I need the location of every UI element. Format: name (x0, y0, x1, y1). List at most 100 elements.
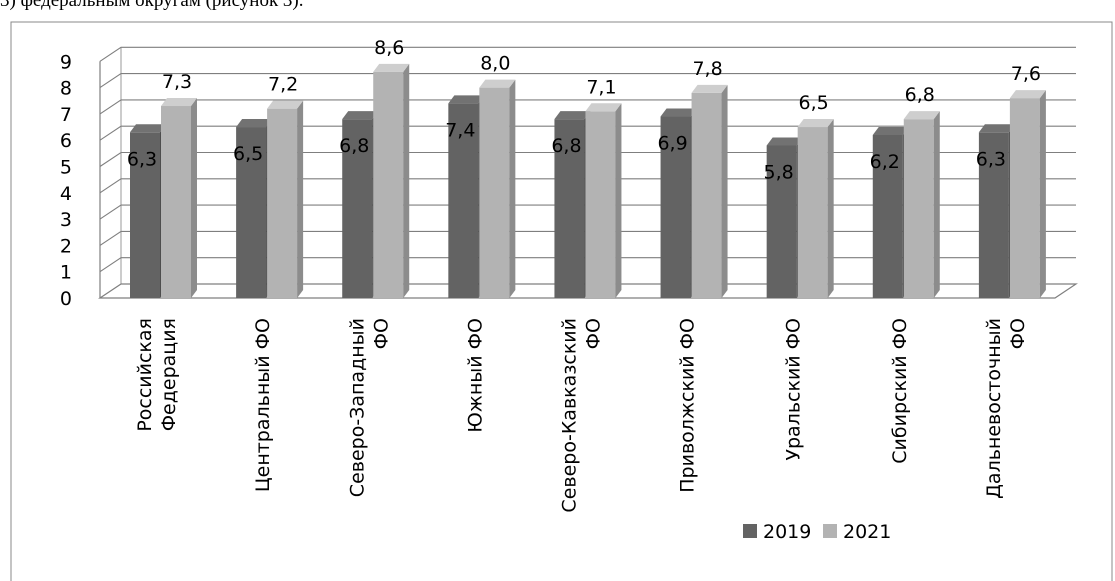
y-tick-label: 6 (60, 130, 72, 152)
bar-2019-front (342, 119, 373, 298)
gridline (99, 151, 1076, 167)
data-label: 7,3 (162, 71, 192, 93)
x-category-label: Южный ФО (464, 318, 486, 433)
data-label: 6,5 (233, 143, 263, 165)
bar-2021-front (161, 106, 191, 298)
legend-swatch-2021 (823, 524, 837, 538)
bar-2021-front (373, 71, 404, 298)
gridline (99, 125, 1076, 141)
bar-2019-top (978, 124, 1015, 133)
bar-2021-side (191, 98, 197, 298)
bar-2019-top (872, 126, 909, 135)
bar-2021 (585, 103, 622, 299)
data-label: 6,8 (551, 135, 581, 157)
bar-2021 (691, 84, 728, 298)
legend-swatch-2019 (743, 524, 757, 538)
bar-2021-side (827, 119, 834, 298)
gridline (99, 204, 1076, 220)
x-category-label: Центральный ФО (252, 318, 274, 492)
x-category-label: Северо-Кавказский (559, 318, 581, 513)
gridline (99, 257, 1076, 273)
bar-2019-top (660, 108, 697, 117)
legend-label-2021: 2021 (843, 521, 891, 543)
gridline (99, 230, 1076, 246)
bar-2021 (161, 98, 197, 298)
data-label: 7,6 (1011, 63, 1041, 85)
x-category-label: ФО (370, 318, 392, 349)
figure-caption-fragment: 3) федеральным округам (рисунок 3). (0, 0, 304, 11)
bar-2019-front (236, 127, 267, 298)
data-label: 6,8 (339, 135, 369, 157)
bar-2021-side (509, 79, 516, 298)
y-tick-label: 5 (60, 157, 72, 179)
data-label: 7,1 (586, 76, 616, 98)
bar-2021-front (691, 92, 722, 298)
data-label: 6,9 (657, 133, 687, 155)
bar-2021 (903, 111, 940, 298)
bar-2021 (373, 63, 410, 298)
data-label: 8,6 (374, 37, 404, 59)
data-label: 6,8 (905, 84, 935, 106)
bar-2021-side (403, 63, 410, 298)
data-label: 7,2 (268, 74, 298, 96)
bar-2021-top (1009, 90, 1046, 99)
data-labels: 6,3 7,3 6,5 7,2 6,8 8,6 7,4 8,0 6,8 7,1 6,9 7,8 5,8 6… (127, 37, 1041, 184)
bar-2021-top (161, 98, 197, 107)
gridline (99, 178, 1076, 194)
bar-2019-front (660, 116, 691, 298)
plot-walls (98, 47, 1078, 299)
bar-2019-front (766, 145, 797, 298)
x-category-label: Приволжский ФО (677, 318, 699, 493)
bar-2021-top (267, 100, 304, 109)
x-category-label: Уральский ФО (783, 318, 805, 461)
bar-2019-top (766, 137, 803, 146)
x-axis-category-labels: Российская Федерация Центральный ФО Северо-… (134, 318, 1029, 513)
data-label: 7,8 (692, 58, 722, 80)
x-category-label: ФО (1007, 318, 1029, 349)
data-label: 6,2 (870, 151, 900, 173)
y-tick-label: 7 (60, 104, 72, 126)
bar-2021 (1009, 90, 1046, 299)
gridline (99, 46, 1076, 62)
bar-2021-top (797, 119, 834, 128)
bar-2021-front (267, 108, 298, 298)
bar-2021-side (615, 103, 622, 299)
bar-2019-front (130, 132, 160, 298)
data-label: 5,8 (764, 161, 794, 183)
x-category-label: Сибирский ФО (889, 318, 911, 464)
y-tick-label: 1 (60, 262, 72, 284)
bar-2019-front (448, 103, 479, 298)
bar-2021-front (585, 111, 616, 299)
y-tick-label: 0 (60, 288, 72, 310)
bar-2019-top (448, 95, 485, 104)
x-category-label: Российская (134, 318, 156, 432)
bar-2021-side (721, 84, 728, 298)
data-label: 7,4 (445, 119, 475, 141)
x-category-label: Северо-Западный (346, 318, 368, 497)
y-tick-label: 2 (60, 235, 72, 257)
data-label: 6,5 (799, 92, 829, 114)
gridline (99, 73, 1076, 89)
y-tick-label: 8 (60, 78, 72, 100)
bar-2019-top (236, 119, 273, 128)
y-tick-label: 9 (60, 51, 72, 73)
data-label: 8,0 (480, 53, 510, 75)
data-label: 6,3 (127, 148, 157, 170)
bar-2019-top (342, 111, 379, 120)
legend-label-2019: 2019 (763, 521, 811, 543)
gridline (99, 99, 1076, 115)
bar-2021-top (373, 63, 410, 72)
data-label: 6,3 (976, 148, 1006, 170)
bar-2021-top (479, 79, 516, 88)
bar-2019-front (978, 132, 1009, 298)
bar-2021-front (1009, 98, 1040, 299)
legend: 2019 2021 (743, 521, 891, 543)
bar-2021-front (479, 87, 510, 298)
bar-2021-side (1039, 90, 1046, 299)
bar-2019-top (554, 111, 591, 120)
bar-2021-top (903, 111, 940, 120)
bar-2021-front (797, 127, 828, 298)
bar-2021 (797, 119, 834, 298)
y-tick-label: 3 (60, 209, 72, 231)
